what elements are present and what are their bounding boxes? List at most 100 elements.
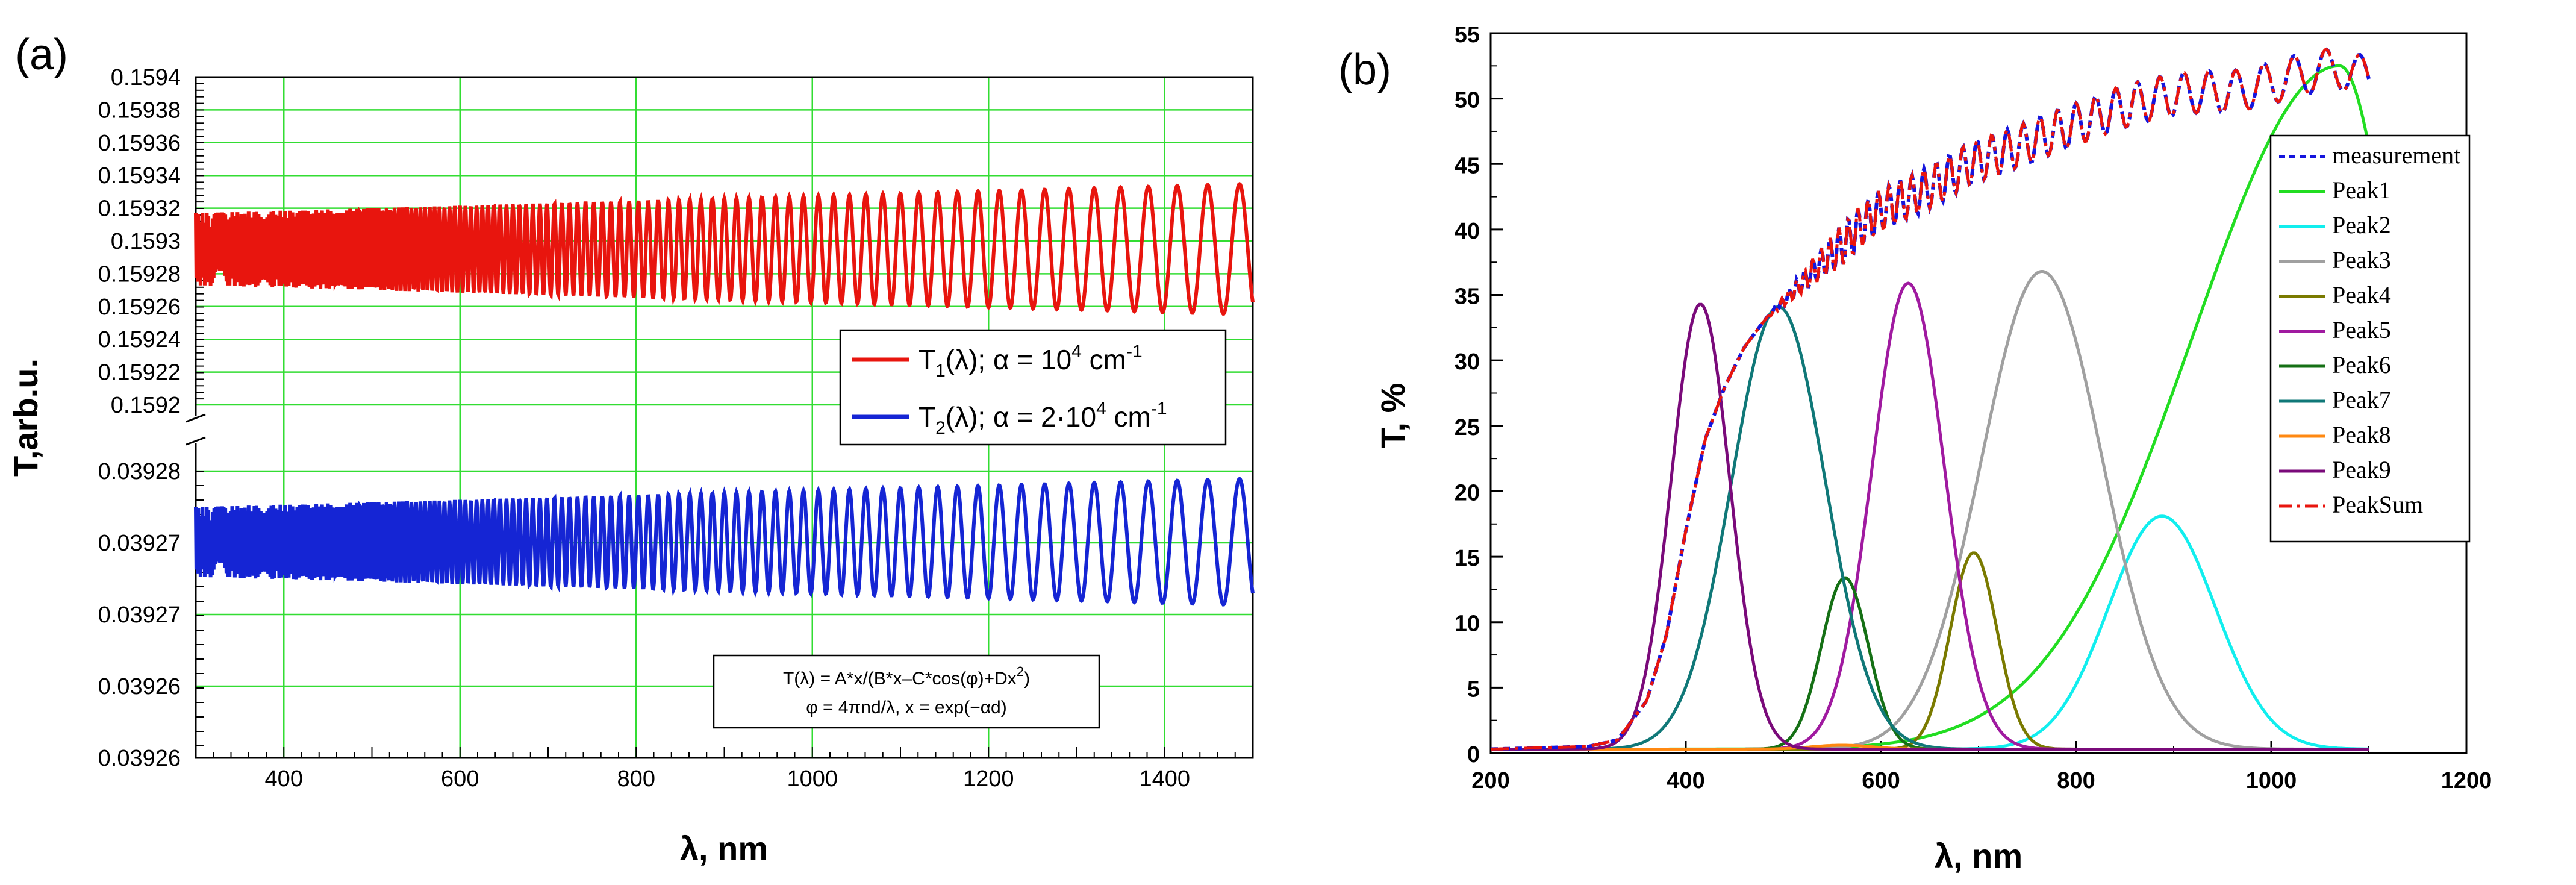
panel-a-x-axis-title: λ, nm	[680, 830, 768, 868]
b-legend-label-peak3: Peak3	[2332, 246, 2391, 274]
b-legend-label-peak8: Peak8	[2332, 421, 2391, 448]
panel-b-y-axis-title: T, %	[1374, 383, 1412, 449]
b-legend-label-peak5: Peak5	[2332, 316, 2391, 343]
panel-a-curves	[194, 181, 1255, 607]
panel-b-legend: measurement Peak1 Peak2 Peak3 Peak4 Peak5 Peak…	[2269, 134, 2471, 543]
b-curve-peak9	[1491, 302, 2369, 751]
legend-t2-sub: 2	[935, 418, 946, 438]
b-ytick-label-7: 35	[1455, 284, 1480, 310]
panel-b-curves	[1490, 47, 2371, 751]
b-xtick-label-4: 1000	[2246, 768, 2297, 793]
a-ytick-label-up-10: 0.1592	[111, 393, 181, 418]
b-ytick-label-3: 15	[1455, 546, 1480, 571]
a-ytick-label-up-8: 0.15924	[98, 327, 181, 352]
legend-t2-sup1: 4	[1096, 399, 1106, 419]
panel-b-x-axis-title: λ, nm	[1935, 837, 2022, 875]
panel-a: (a) 0.15940.159380.159360.159340.159320.…	[7, 31, 1255, 868]
b-legend-label-peak6: Peak6	[2332, 351, 2391, 378]
a-curve-t2	[194, 477, 1255, 607]
b-legend-label-peak2: Peak2	[2332, 211, 2391, 239]
a-ytick-label-up-9: 0.15922	[98, 360, 181, 386]
b-ytick-label-2: 10	[1455, 611, 1480, 637]
b-curve-peak1	[1491, 64, 2371, 751]
a-ytick-label-lo-3: 0.03926	[98, 674, 181, 699]
a-curve-t1	[194, 181, 1255, 316]
a-axis-break-gap	[190, 416, 202, 443]
a-axis-break-mark	[186, 413, 206, 423]
b-xtick-label-1: 400	[1667, 768, 1704, 793]
legend-t1-prefix: T	[918, 344, 935, 375]
b-xtick-label-2: 600	[1862, 768, 1900, 793]
b-legend-label-peak9: Peak9	[2332, 456, 2391, 483]
legend-t1-mid: (λ); α = 10	[946, 344, 1071, 375]
a-ytick-label-up-0: 0.1594	[111, 65, 181, 90]
formula-annotation: T(λ) = A*x/(B*x–C*cos(φ)+Dx2) φ = 4πnd/λ…	[713, 654, 1100, 729]
b-ytick-label-8: 40	[1455, 219, 1480, 244]
b-legend-label-peak7: Peak7	[2332, 386, 2391, 413]
b-curve-peaksum	[1490, 48, 2371, 751]
formula-box	[713, 654, 1100, 729]
legend-t2-prefix: T	[918, 401, 935, 433]
a-xtick-label-1: 600	[441, 766, 479, 792]
b-ytick-label-11: 55	[1455, 22, 1480, 48]
a-axis-break-mark	[186, 436, 206, 446]
panel-b-label: (b)	[1338, 46, 1391, 94]
a-xtick-label-2: 800	[617, 766, 655, 792]
panel-a-label: (a)	[15, 31, 68, 79]
panel-b-ticks: 0 5 10 15 20 25 30 35 40 45 50 55 200 400 600 800 1000 12…	[1455, 22, 2492, 793]
a-ytick-label-up-7: 0.15926	[98, 295, 181, 320]
formula-line-1-text: T(λ) = A*x/(B*x–C*cos(φ)+Dx	[783, 669, 1017, 689]
legend-t1-mid2: cm	[1082, 344, 1126, 375]
a-ytick-label-up-5: 0.1593	[111, 229, 181, 254]
formula-line-1-sup: 2	[1017, 664, 1024, 679]
b-curve-peak4	[1491, 551, 2369, 751]
b-curve-peak7	[1491, 305, 2369, 751]
b-legend-label-peak1: Peak1	[2332, 177, 2391, 204]
b-ytick-label-0: 0	[1467, 742, 1480, 768]
a-ytick-label-up-4: 0.15932	[98, 196, 181, 222]
b-ytick-label-6: 30	[1455, 349, 1480, 375]
panel-a-ticks: 0.15940.159380.159360.159340.159320.1593…	[98, 65, 1253, 792]
formula-line-2: φ = 4πnd/λ, x = exp(−αd)	[806, 698, 1007, 718]
b-legend-label-peak4: Peak4	[2332, 281, 2391, 308]
b-xtick-label-0: 200	[1471, 768, 1509, 793]
legend-t2-mid: (λ); α = 2·10	[946, 401, 1096, 433]
b-ytick-label-4: 20	[1455, 480, 1480, 505]
a-ytick-label-lo-0: 0.03928	[98, 459, 181, 484]
a-ytick-label-lo-1: 0.03927	[98, 531, 181, 556]
b-legend-box	[2269, 134, 2471, 543]
b-xtick-label-3: 800	[2057, 768, 2095, 793]
a-ytick-label-lo-4: 0.03926	[98, 746, 181, 771]
a-xtick-label-5: 1400	[1139, 766, 1190, 792]
b-ytick-label-5: 25	[1455, 415, 1480, 440]
a-ytick-label-up-1: 0.15938	[98, 98, 181, 123]
b-ytick-label-10: 50	[1455, 88, 1480, 113]
formula-line-1-end: )	[1024, 669, 1030, 689]
b-legend-label-measurement: measurement	[2332, 142, 2460, 169]
a-ytick-label-lo-2: 0.03927	[98, 602, 181, 628]
legend-t2-mid2: cm	[1106, 401, 1151, 433]
a-xtick-label-0: 400	[265, 766, 303, 792]
a-ytick-label-up-2: 0.15936	[98, 131, 181, 156]
b-ytick-label-1: 5	[1467, 677, 1480, 702]
legend-t1-sup1: 4	[1071, 342, 1082, 361]
panel-a-legend: T1(λ); α = 104 cm-1 T2(λ); α = 2·104 cm-…	[839, 329, 1227, 446]
b-curve-peak5	[1491, 281, 2369, 751]
legend-t2-sup2: -1	[1151, 399, 1167, 419]
b-ytick-label-9: 45	[1455, 153, 1480, 178]
panel-a-y-axis-title: T,arb.u.	[7, 358, 45, 477]
a-ytick-label-up-3: 0.15934	[98, 163, 181, 189]
b-xtick-label-5: 1200	[2441, 768, 2492, 793]
formula-line-1: T(λ) = A*x/(B*x–C*cos(φ)+Dx2)	[783, 664, 1030, 689]
legend-label-t1: T1(λ); α = 104 cm-1	[918, 342, 1143, 381]
legend-label-t2: T2(λ); α = 2·104 cm-1	[918, 399, 1167, 438]
panel-b: (b) 0 5 10 15 20 25 30 35 40 45 50 55 200 400 600 800 10…	[1338, 22, 2492, 875]
panel-a-legend-box	[839, 329, 1227, 446]
b-curve-measurement	[1490, 47, 2371, 751]
a-ytick-label-up-6: 0.15928	[98, 261, 181, 287]
b-legend-label-peaksum: PeakSum	[2332, 491, 2423, 518]
a-xtick-label-4: 1200	[963, 766, 1014, 792]
b-curve-peak3	[1491, 270, 2369, 751]
a-xtick-label-3: 1000	[787, 766, 838, 792]
